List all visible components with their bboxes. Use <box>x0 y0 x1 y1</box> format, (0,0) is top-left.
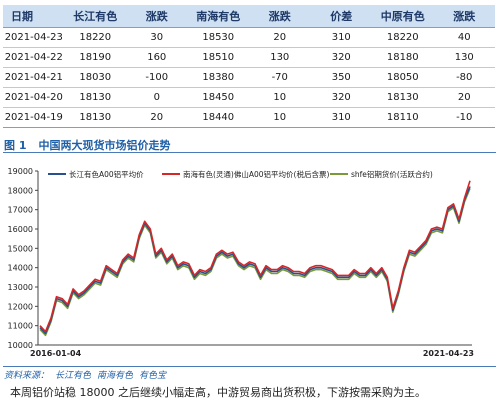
cell-nanhai: 18440 <box>187 107 249 128</box>
cell-spread: 320 <box>310 87 372 108</box>
cell-zhongyuan: 18050 <box>372 67 434 88</box>
y-tick-label: 16000 <box>8 225 33 234</box>
cell-change-3: 20 <box>433 87 495 108</box>
source-label: 资料来源： <box>4 371 50 381</box>
cell-changjiang: 18130 <box>64 87 126 108</box>
series-line <box>39 180 471 333</box>
caption-divider <box>3 152 496 153</box>
table-row: 2021-04-20 18130 0 18450 10 320 18130 20 <box>3 87 495 108</box>
cell-change-2: 20 <box>249 27 311 48</box>
cell-nanhai: 18380 <box>187 67 249 88</box>
cell-changjiang: 18190 <box>64 47 126 68</box>
header-spread: 价差 <box>310 5 372 28</box>
cell-zhongyuan: 18130 <box>372 87 434 108</box>
table-row: 2021-04-22 18190 160 18510 130 320 18180… <box>3 47 495 68</box>
source-item: 南海有色 <box>97 371 134 381</box>
cell-spread: 350 <box>310 67 372 88</box>
header-change-3: 涨跌 <box>433 5 495 28</box>
cell-change-2: 10 <box>249 107 311 128</box>
table-row: 2021-04-23 18220 30 18530 20 310 18220 4… <box>3 27 495 48</box>
header-zhongyuan: 中原有色 <box>372 5 434 28</box>
y-tick-label: 11000 <box>8 322 33 331</box>
cell-change-3: 40 <box>433 27 495 48</box>
table-row: 2021-04-19 18130 20 18440 10 310 18110 -… <box>3 107 495 128</box>
y-tick-label: 10000 <box>8 341 33 350</box>
cell-change-1: 30 <box>126 27 188 48</box>
cell-nanhai: 18530 <box>187 27 249 48</box>
cell-changjiang: 18030 <box>64 67 126 88</box>
header-change-1: 涨跌 <box>126 5 188 28</box>
figure-title: 中国两大现货市场铝价走势 <box>38 139 171 152</box>
y-tick-label: 15000 <box>8 244 33 253</box>
y-tick-label: 19000 <box>8 167 33 176</box>
cell-change-1: 160 <box>126 47 188 68</box>
cell-change-3: 130 <box>433 47 495 68</box>
cell-change-1: -100 <box>126 67 188 88</box>
cell-date: 2021-04-22 <box>3 47 65 68</box>
cell-nanhai: 18510 <box>187 47 249 68</box>
x-tick-label: 2016-01-04 <box>30 349 82 358</box>
cell-date: 2021-04-23 <box>3 27 65 48</box>
y-tick-label: 13000 <box>8 283 33 292</box>
cell-nanhai: 18450 <box>187 87 249 108</box>
cell-zhongyuan: 18220 <box>372 27 434 48</box>
header-date: 日期 <box>3 5 65 28</box>
y-tick-label: 14000 <box>8 264 33 273</box>
cell-spread: 310 <box>310 27 372 48</box>
cell-date: 2021-04-21 <box>3 67 65 88</box>
legend-label: shfe铝期货价(活跃合约) <box>351 169 433 179</box>
legend-label: 南海有色(灵通)佛山A00铝平均价(税后含票) <box>183 169 329 179</box>
price-table: 日期 长江有色 涨跌 南海有色 涨跌 价差 中原有色 涨跌 2021-04-23… <box>3 5 495 128</box>
cell-date: 2021-04-19 <box>3 107 65 128</box>
cell-change-2: 10 <box>249 87 311 108</box>
cell-zhongyuan: 18180 <box>372 47 434 68</box>
header-change-2: 涨跌 <box>249 5 311 28</box>
cell-spread: 310 <box>310 107 372 128</box>
cell-change-1: 0 <box>126 87 188 108</box>
source-item: 长江有色 <box>55 371 92 381</box>
header-nanhai: 南海有色 <box>187 5 249 28</box>
y-tick-label: 12000 <box>8 302 33 311</box>
cell-zhongyuan: 18110 <box>372 107 434 128</box>
cell-change-2: 130 <box>249 47 311 68</box>
figure-caption: 图 1 中国两大现货市场铝价走势 <box>4 137 182 153</box>
source-note: 资料来源： 长江有色 南海有色 有色宝 <box>4 368 172 381</box>
table-row: 2021-04-21 18030 -100 18380 -70 350 1805… <box>3 67 495 88</box>
y-tick-label: 18000 <box>8 186 33 195</box>
aluminum-price-chart: 10000 11000 12000 13000 14000 15000 16000 17000… <box>8 167 474 358</box>
source-divider <box>3 366 496 367</box>
cell-change-3: -80 <box>433 67 495 88</box>
cell-spread: 320 <box>310 47 372 68</box>
cell-change-3: -10 <box>433 107 495 128</box>
figure-number: 图 1 <box>4 139 27 152</box>
cell-date: 2021-04-20 <box>3 87 65 108</box>
table-header-row: 日期 长江有色 涨跌 南海有色 涨跌 价差 中原有色 涨跌 <box>3 5 495 28</box>
source-item: 有色宝 <box>139 371 167 381</box>
cell-change-1: 20 <box>126 107 188 128</box>
x-tick-label: 2021-04-23 <box>423 349 474 358</box>
summary-text: 本周铝价站稳 18000 之后继续小幅走高，中游贸易商出货积极，下游按需采购为主… <box>10 386 426 399</box>
cell-changjiang: 18220 <box>64 27 126 48</box>
header-changjiang: 长江有色 <box>64 5 126 28</box>
legend-label: 长江有色A00铝平均价 <box>69 169 144 179</box>
cell-change-2: -70 <box>249 67 311 88</box>
cell-changjiang: 18130 <box>64 107 126 128</box>
y-tick-label: 17000 <box>8 206 33 215</box>
